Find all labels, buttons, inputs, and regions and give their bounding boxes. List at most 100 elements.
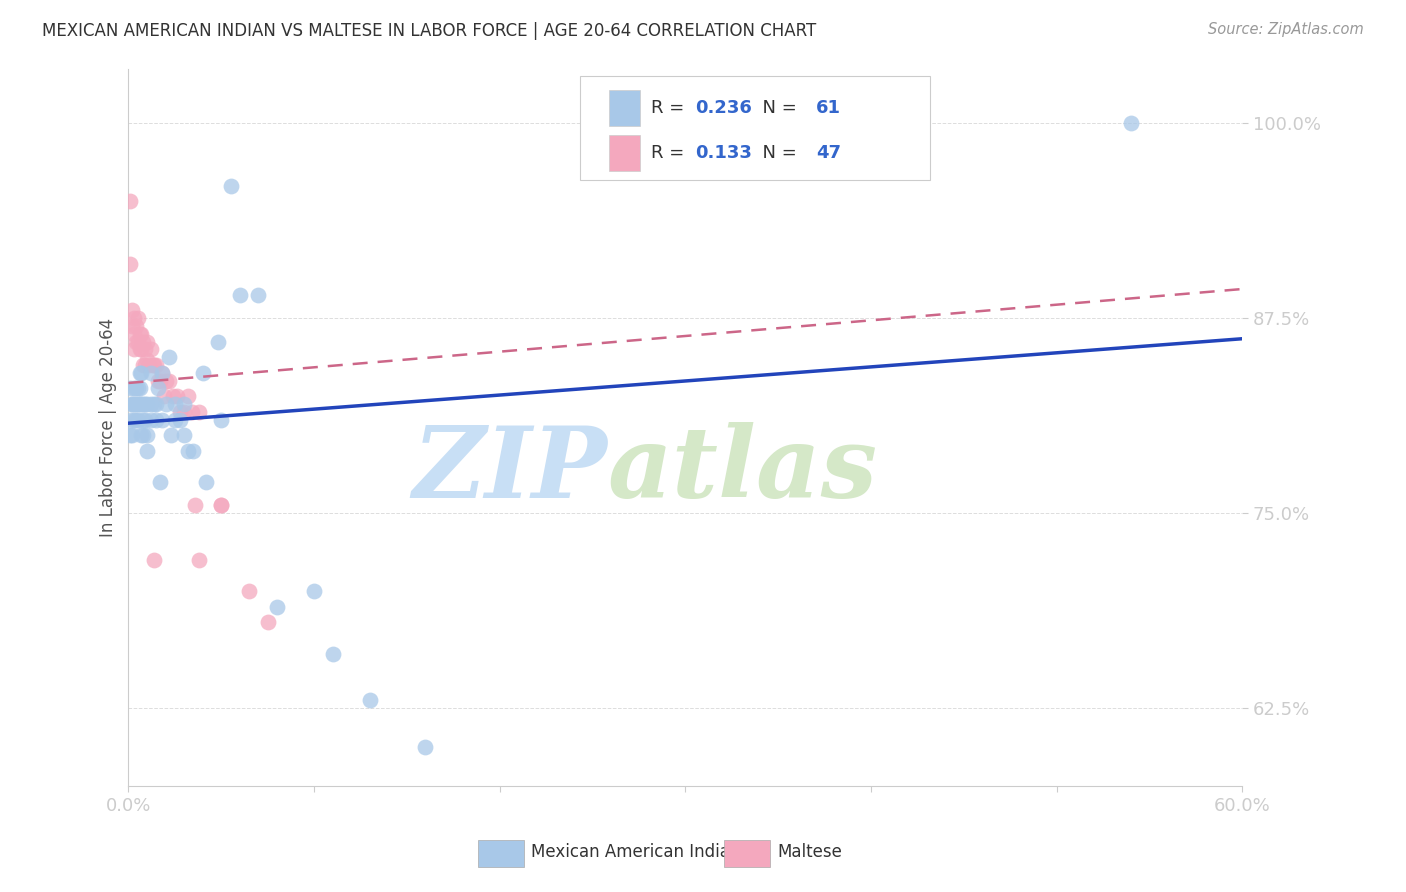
Point [131, 326, 153, 341]
Point [173, 397, 195, 411]
Point [125, 412, 148, 426]
Point [173, 405, 195, 419]
Text: 61: 61 [815, 99, 841, 117]
Point [139, 343, 162, 357]
Point [125, 318, 148, 333]
Text: 47: 47 [815, 144, 841, 161]
Point [207, 334, 229, 349]
Point [188, 405, 211, 419]
Point [637, 116, 659, 130]
Text: 0.133: 0.133 [696, 144, 752, 161]
Point [149, 374, 172, 388]
Point [128, 397, 150, 411]
Point [150, 366, 173, 380]
Point [149, 475, 172, 489]
Point [191, 366, 214, 380]
Point [127, 311, 149, 326]
Point [127, 381, 149, 395]
Point [157, 374, 180, 388]
Text: Maltese: Maltese [778, 843, 842, 861]
Point [125, 381, 148, 395]
Point [415, 740, 437, 755]
Point [127, 334, 149, 349]
Point [136, 428, 159, 442]
Point [229, 287, 252, 301]
FancyBboxPatch shape [609, 135, 640, 170]
Point [122, 381, 145, 395]
Point [132, 334, 155, 349]
Point [121, 397, 143, 411]
Point [322, 647, 344, 661]
Point [122, 311, 145, 326]
Point [128, 326, 150, 341]
Point [131, 428, 153, 442]
Point [247, 287, 270, 301]
Point [122, 397, 145, 411]
Point [302, 584, 325, 599]
Point [127, 412, 149, 426]
Text: R =: R = [651, 99, 696, 117]
Point [155, 397, 177, 411]
Point [121, 397, 143, 411]
Point [169, 405, 191, 419]
Text: 0.236: 0.236 [696, 99, 752, 117]
Point [143, 358, 166, 372]
Point [131, 397, 153, 411]
Point [128, 381, 150, 395]
Point [209, 412, 232, 426]
Point [219, 178, 242, 193]
Point [136, 334, 159, 349]
Point [134, 397, 156, 411]
Point [146, 381, 169, 395]
Point [136, 353, 159, 368]
Text: N =: N = [751, 144, 808, 161]
Text: atlas: atlas [607, 422, 877, 518]
Point [138, 358, 160, 372]
Point [143, 397, 166, 411]
Text: Source: ZipAtlas.com: Source: ZipAtlas.com [1208, 22, 1364, 37]
Point [163, 397, 186, 411]
Point [125, 397, 148, 411]
Point [132, 358, 155, 372]
Point [209, 499, 232, 513]
Point [125, 334, 148, 349]
Point [173, 428, 195, 442]
Point [143, 553, 166, 567]
Point [150, 366, 173, 380]
Point [134, 412, 156, 426]
Point [166, 389, 188, 403]
Point [132, 397, 155, 411]
Point [121, 303, 143, 318]
Point [134, 343, 156, 357]
Point [121, 318, 143, 333]
Point [162, 389, 184, 403]
Point [136, 443, 159, 458]
Point [122, 412, 145, 426]
Point [180, 405, 202, 419]
Point [132, 412, 155, 426]
Point [142, 358, 165, 372]
Point [131, 343, 153, 357]
Point [128, 366, 150, 380]
Point [184, 499, 207, 513]
Point [139, 412, 162, 426]
Point [183, 443, 205, 458]
Point [163, 412, 186, 426]
Point [136, 397, 159, 411]
Point [122, 343, 145, 357]
Point [169, 412, 191, 426]
Point [120, 381, 142, 395]
Point [256, 615, 278, 630]
Text: ZIP: ZIP [412, 422, 607, 518]
Point [134, 358, 156, 372]
Point [139, 397, 162, 411]
Point [177, 389, 200, 403]
Point [132, 428, 155, 442]
Text: MEXICAN AMERICAN INDIAN VS MALTESE IN LABOR FORCE | AGE 20-64 CORRELATION CHART: MEXICAN AMERICAN INDIAN VS MALTESE IN LA… [42, 22, 817, 40]
Point [122, 326, 145, 341]
Point [146, 374, 169, 388]
Point [155, 374, 177, 388]
Point [139, 366, 162, 380]
Point [152, 389, 174, 403]
Point [131, 366, 153, 380]
